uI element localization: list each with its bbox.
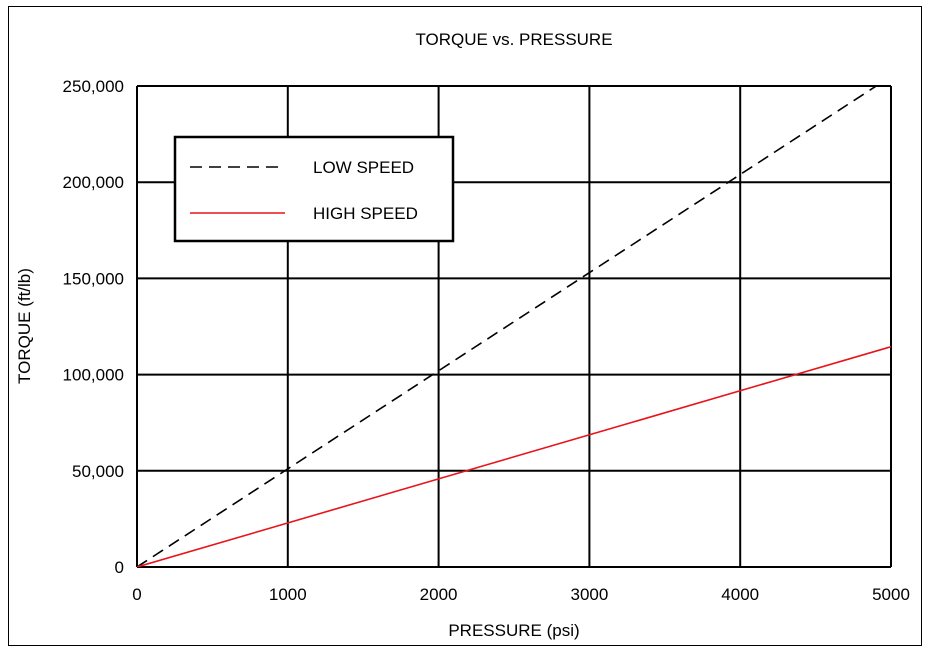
x-tick-label: 5000 xyxy=(872,585,910,604)
series-line-high-speed xyxy=(137,345,891,567)
y-tick-label: 0 xyxy=(115,558,124,577)
x-tick-label: 4000 xyxy=(721,585,759,604)
x-tick-label: 3000 xyxy=(570,585,608,604)
x-tick-label: 1000 xyxy=(269,585,307,604)
legend-label-low-speed: LOW SPEED xyxy=(313,158,414,177)
x-tick-label: 2000 xyxy=(420,585,458,604)
grid-lines xyxy=(136,85,892,568)
x-axis-label: PRESSURE (psi) xyxy=(448,621,579,640)
legend: LOW SPEED HIGH SPEED xyxy=(173,135,455,243)
y-axis-label: TORQUE (ft/lb) xyxy=(15,268,34,384)
series-lines xyxy=(137,86,891,567)
series-line-low-speed xyxy=(137,86,878,567)
y-tick-label: 200,000 xyxy=(63,173,124,192)
y-tick-label: 50,000 xyxy=(72,462,124,481)
x-axis-ticks: 0 1000 2000 3000 4000 5000 xyxy=(132,585,910,604)
chart-frame xyxy=(8,6,922,646)
chart-title: TORQUE vs. PRESSURE xyxy=(415,30,612,49)
y-tick-label: 150,000 xyxy=(63,269,124,288)
y-tick-label: 100,000 xyxy=(63,366,124,385)
legend-box xyxy=(173,135,455,243)
legend-label-high-speed: HIGH SPEED xyxy=(313,204,418,223)
x-tick-label: 0 xyxy=(132,585,141,604)
y-axis-ticks: 0 50,000 100,000 150,000 200,000 250,000 xyxy=(63,77,124,577)
y-tick-label: 250,000 xyxy=(63,77,124,96)
